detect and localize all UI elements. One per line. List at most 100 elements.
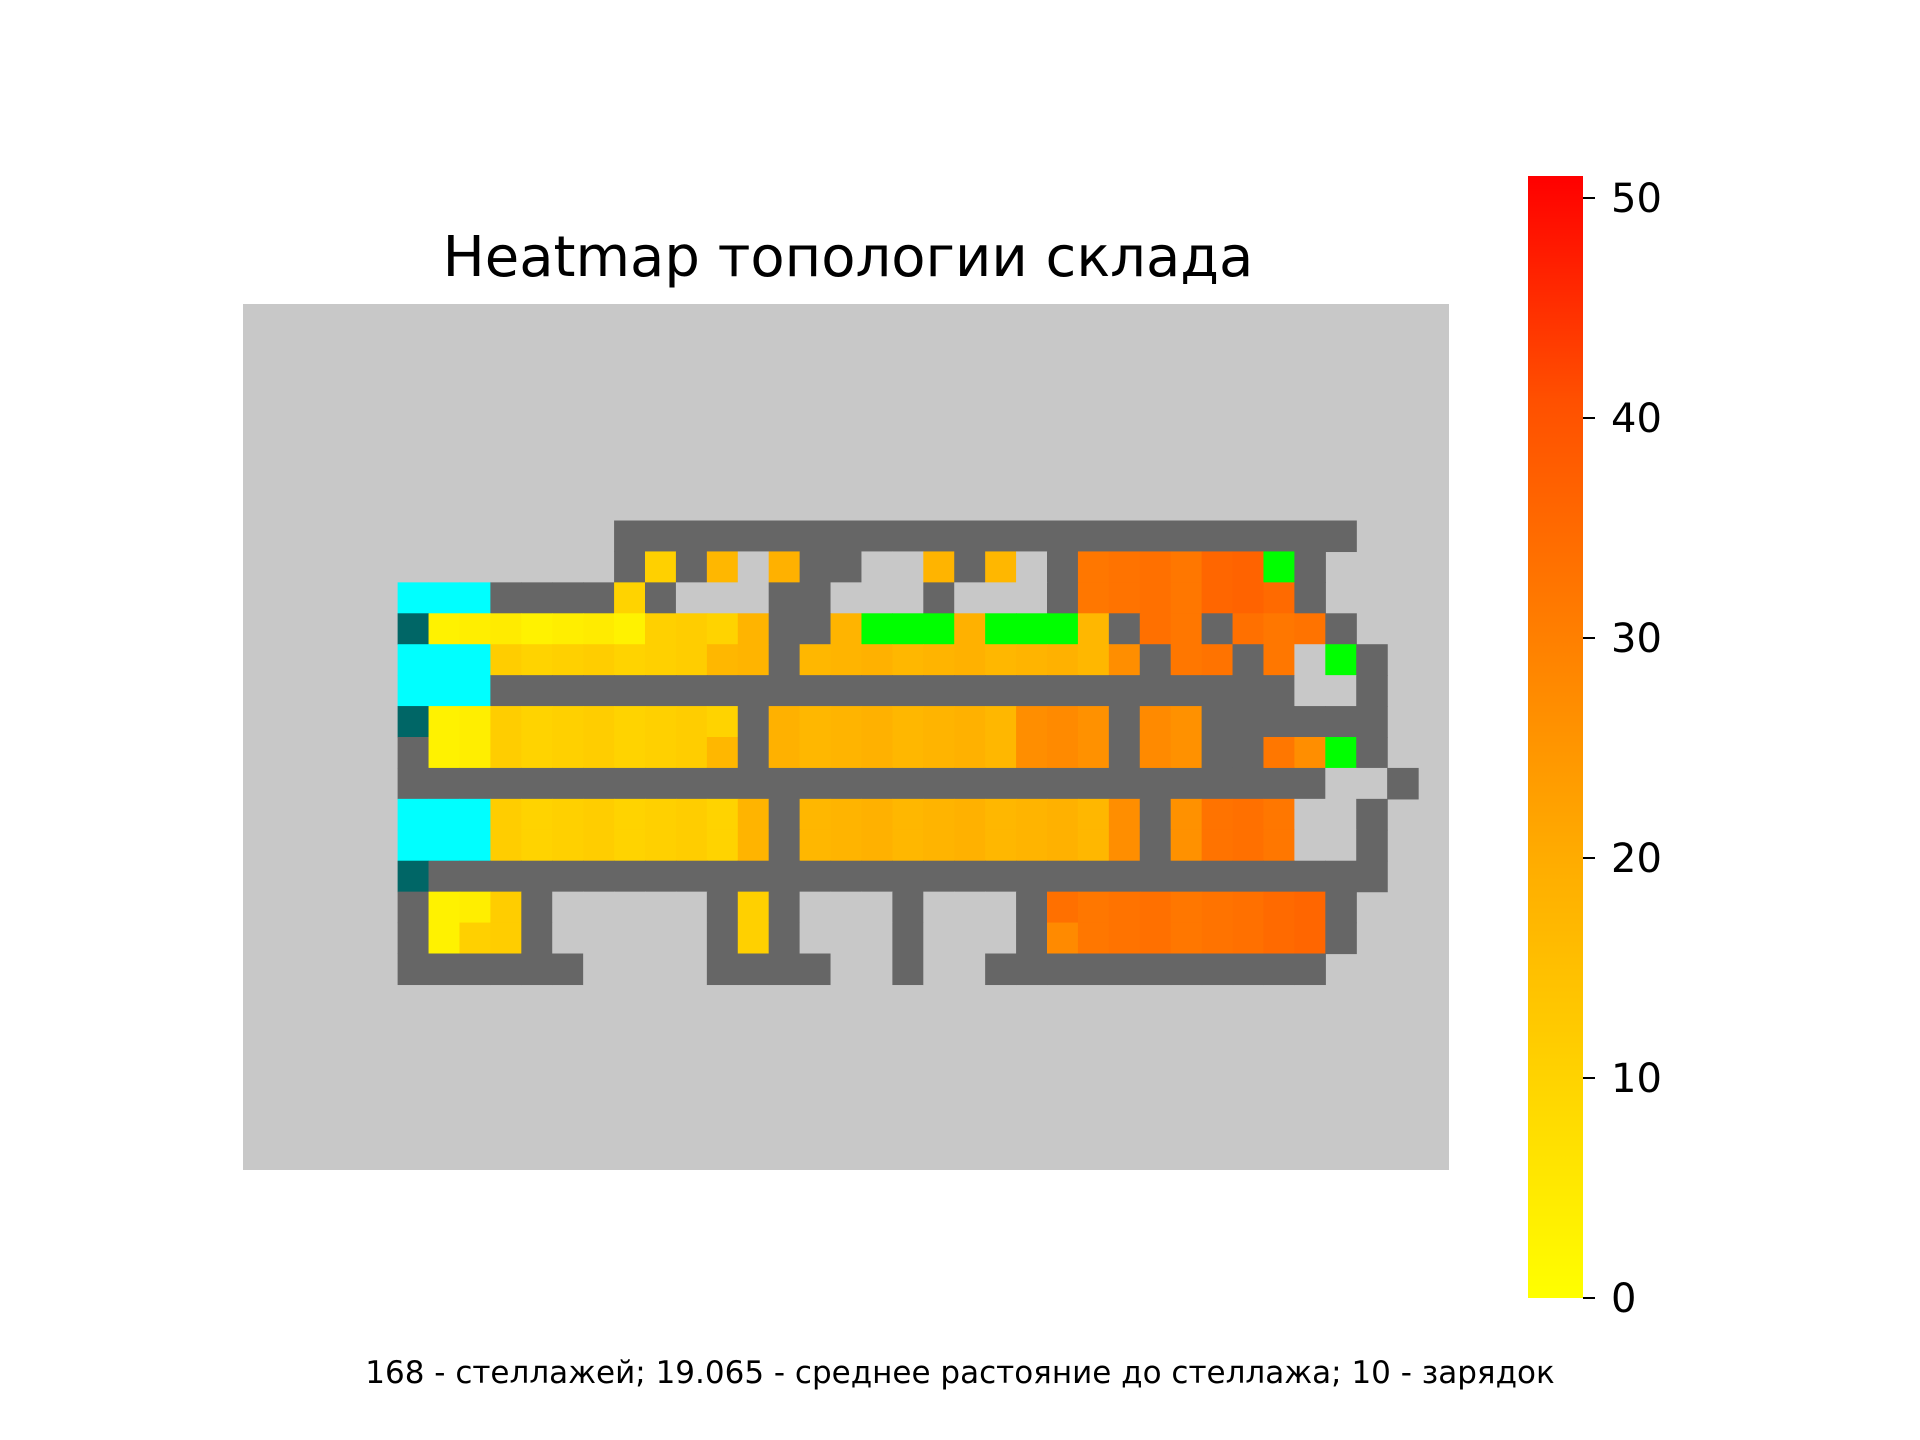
empty-cell	[645, 922, 677, 955]
rack-cell	[861, 798, 893, 831]
aisle-cell	[459, 767, 491, 800]
rack-cell	[1108, 644, 1141, 676]
empty-cell	[1325, 829, 1357, 862]
empty-cell	[830, 582, 863, 614]
aisle-cell	[737, 767, 770, 800]
rack-cell	[1201, 891, 1234, 924]
rack-cell	[830, 613, 863, 645]
rack-cell	[1232, 922, 1265, 955]
charger-cell	[1047, 613, 1079, 645]
empty-cell	[1294, 644, 1326, 676]
rack-cell	[892, 829, 924, 862]
rack-cell	[521, 613, 553, 645]
rack-cell	[1047, 891, 1079, 924]
rack-cell	[583, 829, 615, 862]
aisle-cell	[1047, 767, 1079, 800]
aisle-cell	[768, 953, 801, 986]
rack-cell	[614, 613, 646, 645]
rack-cell	[1263, 613, 1295, 645]
rack-cell	[861, 706, 893, 738]
empty-cell	[737, 582, 770, 614]
rack-cell	[459, 613, 491, 645]
station-cell	[428, 675, 461, 707]
aisle-cell	[1077, 953, 1110, 986]
aisle-cell	[490, 860, 522, 893]
empty-cell	[1356, 767, 1388, 800]
rack-cell	[737, 613, 770, 645]
aisle-cell	[1108, 706, 1141, 738]
aisle-cell	[1294, 582, 1326, 614]
aisle-cell	[1356, 737, 1388, 769]
aisle-cell	[1139, 520, 1172, 553]
rack-cell	[1047, 644, 1079, 676]
rack-cell	[1263, 798, 1295, 831]
rack-cell	[490, 613, 522, 645]
aisle-cell	[397, 922, 430, 955]
rack-cell	[799, 644, 832, 676]
rack-cell	[552, 613, 584, 645]
empty-cell	[675, 922, 708, 955]
charger-cell	[985, 613, 1017, 645]
aisle-cell	[1077, 675, 1110, 707]
empty-cell	[1294, 675, 1326, 707]
aisle-cell	[1294, 860, 1326, 893]
aisle-cell	[1201, 613, 1234, 645]
station-cell	[397, 644, 430, 676]
empty-cell	[583, 922, 615, 955]
colorbar-gradient	[1528, 176, 1583, 1298]
rack-cell	[861, 737, 893, 769]
rack-cell	[1016, 737, 1048, 769]
aisle-cell	[1139, 675, 1172, 707]
aisle-cell	[1263, 706, 1295, 738]
aisle-cell	[1170, 675, 1203, 707]
aisle-cell	[737, 520, 770, 553]
rack-cell	[428, 737, 461, 769]
rack-cell	[1263, 829, 1295, 862]
station-cell	[428, 644, 461, 676]
aisle-cell	[892, 953, 924, 986]
rack-cell	[675, 829, 708, 862]
rack-cell	[923, 737, 955, 769]
aisle-cell	[675, 767, 708, 800]
rack-cell	[675, 613, 708, 645]
rack-cell	[1201, 829, 1234, 862]
aisle-cell	[614, 520, 646, 553]
charger-cell	[1325, 644, 1357, 676]
aisle-cell	[397, 953, 430, 986]
rack-cell	[645, 737, 677, 769]
aisle-cell	[521, 767, 553, 800]
rack-cell	[923, 798, 955, 831]
aisle-cell	[706, 520, 739, 553]
empty-cell	[799, 891, 832, 924]
empty-cell	[614, 922, 646, 955]
aisle-cell	[1016, 675, 1048, 707]
rack-cell	[1294, 613, 1326, 645]
rack-cell	[830, 829, 863, 862]
rack-cell	[830, 706, 863, 738]
aisle-cell	[892, 922, 924, 955]
rack-cell	[552, 706, 584, 738]
station-cell	[428, 798, 461, 831]
empty-cell	[985, 922, 1017, 955]
aisle-cell	[614, 860, 646, 893]
aisle-cell	[1263, 675, 1295, 707]
aisle-cell	[1108, 767, 1141, 800]
rack-cell	[1016, 644, 1048, 676]
aisle-cell	[861, 767, 893, 800]
rack-cell	[1077, 613, 1110, 645]
empty-cell	[861, 582, 893, 614]
empty-cell	[675, 891, 708, 924]
rack-cell	[1047, 798, 1079, 831]
station-cell	[397, 829, 430, 862]
aisle-cell	[985, 767, 1017, 800]
aisle-cell	[459, 953, 491, 986]
rack-cell	[737, 798, 770, 831]
aisle-cell	[1325, 860, 1357, 893]
aisle-cell	[1201, 706, 1234, 738]
aisle-cell	[1325, 922, 1357, 955]
aisle-cell	[768, 644, 801, 676]
rack-cell	[428, 891, 461, 924]
rack-cell	[1170, 613, 1203, 645]
rack-cell	[1077, 798, 1110, 831]
aisle-cell	[923, 767, 955, 800]
